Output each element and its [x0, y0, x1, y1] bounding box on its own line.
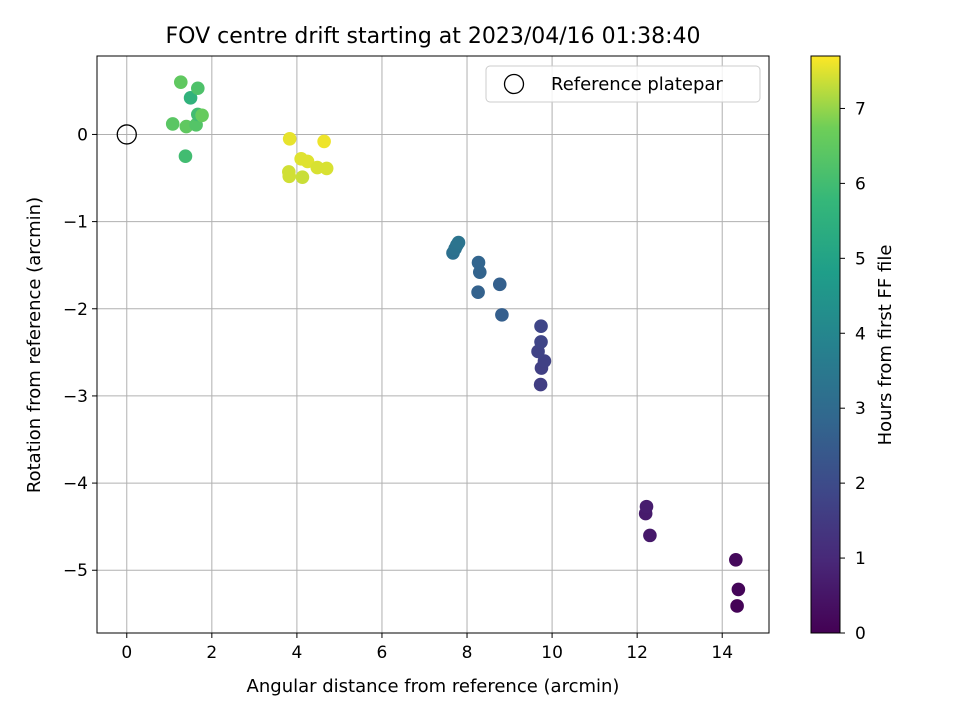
y-tick-label: 0	[77, 125, 88, 145]
x-tick-label: 10	[541, 643, 563, 663]
data-point	[300, 154, 315, 169]
data-point	[295, 170, 310, 184]
reference-point	[116, 124, 137, 145]
colorbar-tick-label: 7	[855, 99, 866, 119]
x-tick-label: 14	[711, 643, 733, 663]
data-points	[116, 75, 746, 613]
data-point	[534, 335, 548, 349]
x-tick-label: 4	[291, 643, 302, 663]
data-point	[451, 235, 466, 250]
x-tick-label: 8	[462, 643, 473, 663]
colorbar-tick-label: 3	[855, 399, 866, 419]
y-axis-label: Rotation from reference (arcmin)	[24, 197, 45, 493]
data-point	[492, 277, 507, 292]
y-tick-label: −4	[63, 474, 88, 494]
axis-ticks: 0 2 4 6 8 10 12 14 0 −1 −2 −3 −4 −5	[63, 125, 733, 663]
data-point	[319, 161, 334, 176]
grid	[97, 56, 769, 633]
data-point	[534, 319, 548, 333]
x-tick-label: 2	[206, 643, 217, 663]
axes-frame	[96, 55, 770, 634]
data-point	[533, 377, 548, 392]
legend-marker	[503, 73, 525, 95]
colorbar-tick-label: 4	[855, 324, 866, 344]
legend-box	[485, 65, 761, 103]
data-point	[730, 599, 744, 613]
data-point	[282, 132, 297, 146]
legend-label: Reference platepar	[551, 74, 723, 95]
y-tick-label: −5	[63, 561, 88, 581]
colorbar-label: Hours from first FF file	[875, 245, 896, 446]
data-point	[282, 169, 297, 184]
data-point	[471, 255, 486, 270]
colorbar-tick-label: 2	[855, 474, 866, 494]
chart-title: FOV centre drift starting at 2023/04/16 …	[166, 24, 701, 49]
colorbar: 0 1 2 3 4 5 6 7 Hours from first FF file	[810, 55, 896, 644]
colorbar-ticks: 0 1 2 3 4 5 6 7	[840, 99, 866, 644]
colorbar-tick-label: 0	[855, 624, 866, 644]
data-point	[471, 285, 485, 300]
data-point	[317, 134, 331, 149]
x-tick-label: 0	[121, 643, 132, 663]
data-point	[729, 552, 743, 567]
data-point	[537, 354, 552, 368]
data-point	[178, 149, 193, 164]
colorbar-tick-label: 1	[855, 549, 866, 569]
data-point	[643, 528, 657, 543]
y-tick-label: −2	[63, 300, 88, 320]
y-tick-label: −3	[63, 387, 88, 407]
x-axis-label: Angular distance from reference (arcmin)	[247, 676, 620, 697]
data-point	[495, 308, 509, 322]
data-point	[195, 108, 209, 123]
data-point	[173, 75, 188, 89]
data-point	[639, 499, 654, 514]
data-point	[165, 117, 180, 131]
data-point	[191, 81, 205, 96]
colorbar-tick-label: 6	[855, 174, 866, 194]
data-point	[731, 582, 746, 597]
y-tick-label: −1	[63, 213, 88, 233]
x-tick-label: 6	[377, 643, 388, 663]
data-point	[183, 91, 198, 105]
colorbar-gradient	[810, 55, 841, 634]
x-tick-label: 12	[626, 643, 648, 663]
colorbar-tick-label: 5	[855, 249, 866, 269]
legend: Reference platepar	[485, 65, 761, 103]
